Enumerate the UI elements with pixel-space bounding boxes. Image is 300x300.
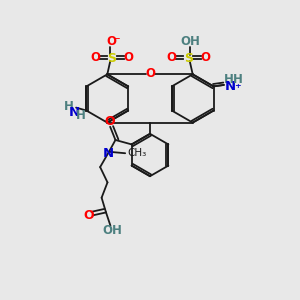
- Text: N: N: [103, 147, 114, 160]
- Text: H: H: [224, 74, 234, 86]
- Text: O: O: [200, 51, 210, 64]
- Text: O: O: [90, 51, 100, 64]
- Text: H: H: [76, 109, 85, 122]
- Text: O: O: [106, 35, 116, 48]
- Text: H: H: [64, 100, 74, 112]
- Text: O: O: [105, 115, 116, 128]
- Text: CH₃: CH₃: [128, 148, 147, 158]
- Text: O: O: [84, 209, 94, 222]
- Text: H: H: [233, 74, 243, 86]
- Text: N: N: [225, 80, 236, 93]
- Text: O: O: [167, 51, 176, 64]
- Text: N: N: [69, 106, 80, 118]
- Text: O: O: [124, 51, 134, 64]
- Text: OH: OH: [181, 35, 201, 48]
- Text: ⁻: ⁻: [113, 35, 120, 48]
- Text: S: S: [184, 52, 193, 65]
- Text: OH: OH: [102, 224, 122, 237]
- Text: O: O: [145, 67, 155, 80]
- Text: S: S: [107, 52, 116, 65]
- Text: ⁺: ⁺: [234, 82, 241, 95]
